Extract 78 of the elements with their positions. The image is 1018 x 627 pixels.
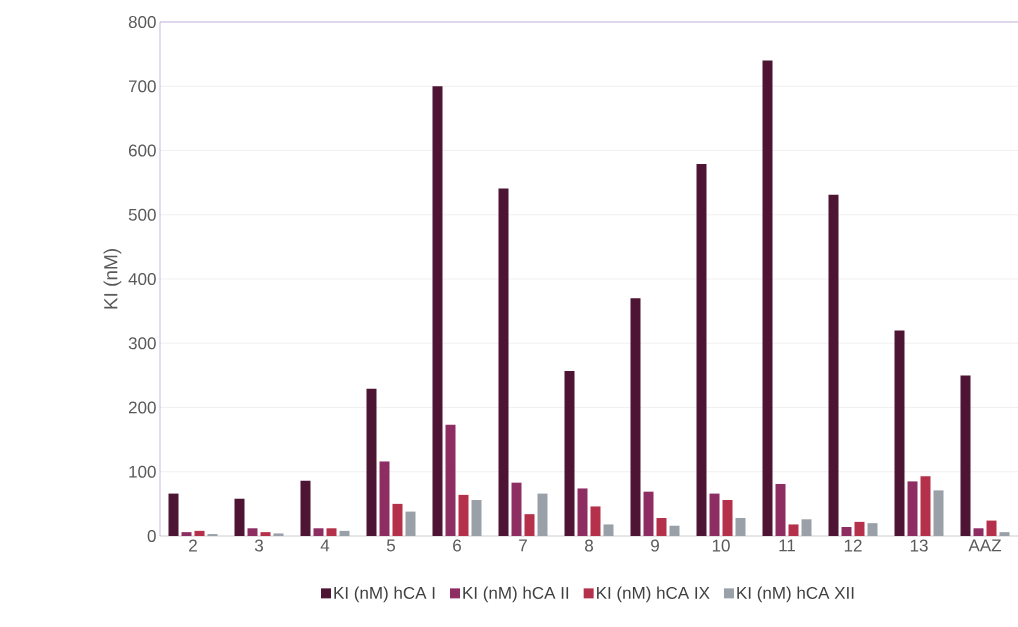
y-tick-label: 600: [128, 144, 156, 157]
bar: [973, 528, 984, 536]
x-tick-label: 10: [712, 539, 730, 552]
bar: [537, 493, 548, 536]
x-tick-label: 5: [386, 539, 396, 552]
x-tick-label: 9: [651, 539, 659, 552]
bar: [735, 518, 746, 536]
bar: [405, 511, 416, 536]
x-tick-label: 2: [189, 539, 197, 552]
bar: [841, 527, 852, 536]
bar: [788, 524, 799, 536]
x-tick-label: AAZ: [968, 539, 1001, 552]
y-tick-label: 0: [147, 529, 156, 543]
bar: [498, 188, 509, 536]
bar: [722, 500, 733, 536]
bar: [775, 483, 786, 536]
bar: [313, 528, 324, 536]
x-tick-label: 6: [453, 539, 461, 552]
y-tick-label: 200: [128, 401, 156, 414]
bar: [260, 532, 271, 536]
bar: [894, 330, 905, 536]
bar: [511, 482, 522, 536]
bar: [999, 532, 1010, 536]
y-tick-label: 400: [128, 272, 156, 286]
bar: [432, 86, 443, 536]
x-tick-label: 12: [844, 539, 862, 552]
bar: [300, 480, 311, 536]
bar: [564, 370, 575, 536]
bar: [471, 500, 482, 536]
x-tick-label: 13: [910, 539, 928, 552]
bar: [656, 518, 667, 536]
legend-label: KI (nM) hCA I: [334, 586, 435, 603]
legend-label: KI (nM) hCA II: [463, 586, 569, 603]
x-tick-label: 11: [779, 539, 795, 552]
bar: [709, 493, 720, 536]
bar: [234, 498, 245, 536]
bar: [168, 493, 179, 536]
bar: [630, 298, 641, 536]
bar: [643, 491, 654, 536]
bar: [986, 520, 997, 536]
bar: [339, 530, 350, 536]
bar: [590, 506, 601, 536]
y-tick-label: 700: [128, 80, 156, 93]
x-tick-label: 3: [254, 539, 263, 552]
bar: [867, 523, 878, 536]
bar: [273, 533, 284, 536]
bar: [379, 461, 390, 536]
bar: [458, 494, 469, 536]
bar: [366, 388, 377, 536]
bar: [762, 60, 773, 536]
x-tick-label: 7: [519, 539, 527, 552]
y-tick-label: 100: [129, 465, 156, 478]
bar: [907, 481, 918, 536]
legend-label: KI (nM) hCA IX: [597, 586, 710, 603]
x-tick-label: 4: [320, 539, 330, 552]
legend-label: KI (nM) hCA XII: [737, 586, 854, 603]
bar: [603, 524, 614, 536]
bar: [181, 532, 192, 536]
bar: [445, 424, 456, 536]
bar: [696, 163, 707, 536]
bar: [669, 525, 680, 536]
bar: [933, 490, 944, 536]
bar: [801, 519, 812, 536]
bar: [828, 194, 839, 536]
bar: [194, 530, 205, 536]
bar: [247, 528, 258, 536]
bar: [326, 528, 337, 536]
y-tick-label: 800: [128, 15, 156, 29]
y-axis-title: KI (nM): [103, 249, 122, 309]
x-tick-label: 8: [585, 539, 593, 552]
bar: [392, 503, 403, 536]
bar: [854, 521, 865, 536]
y-tick-label: 500: [128, 208, 156, 221]
bar: [960, 375, 971, 536]
bar: [524, 514, 535, 536]
y-tick-label: 300: [128, 337, 156, 350]
bar: [920, 476, 931, 536]
bar: [577, 488, 588, 536]
